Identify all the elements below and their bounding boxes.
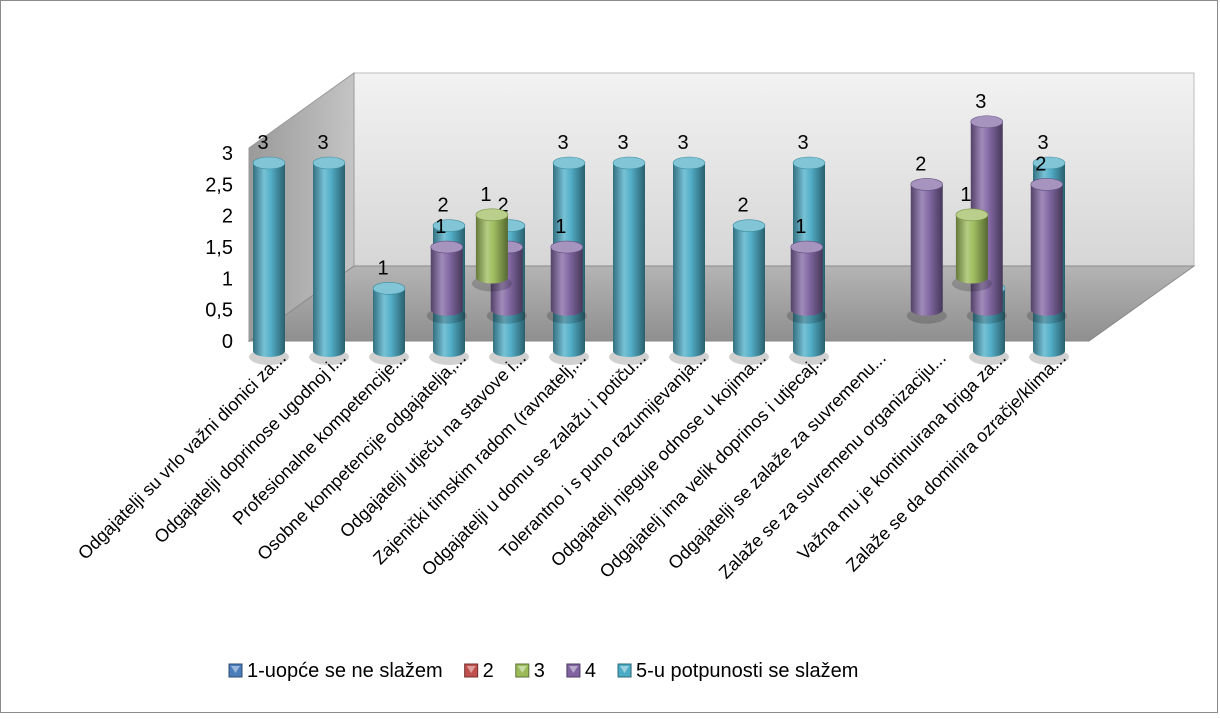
legend-label: 2 [483,660,494,682]
bar [729,219,769,365]
legend-label: 3 [534,660,545,682]
bar [471,208,512,292]
legend-item: 3 [515,660,545,682]
data-label: 3 [317,132,328,154]
legend-item: 5-u potpunosti se slažem [617,660,858,682]
x-tick-label: Zalaže se da dominira ozračje/klima... [842,348,1070,576]
data-label: 2 [915,153,926,175]
data-label: 2 [497,195,508,217]
bar [609,156,649,365]
data-label: 3 [557,132,568,154]
data-label: 2 [1035,153,1046,175]
bar [1026,178,1067,324]
bar [369,282,409,365]
data-label: 1 [555,216,566,238]
x-tick-label: Zalaže se za suvremenu organizaciju... [715,348,950,583]
data-label: 2 [737,195,748,217]
data-label: 3 [797,132,808,154]
bar [426,240,467,324]
legend-label: 4 [585,660,596,682]
bar [546,240,587,324]
bar [309,156,349,365]
bar [786,240,827,324]
legend-item: 1-uopće se ne slažem [228,660,443,682]
x-tick-label: Zajenički timskim radom (ravnatelj,... [369,348,590,569]
y-tick-label: 2,5 [205,174,233,196]
y-tick-label: 1 [222,268,233,290]
y-tick-label: 1,5 [205,237,233,259]
y-tick-label: 0,5 [205,300,233,322]
y-tick-label: 2 [222,206,233,228]
data-label: 3 [617,132,628,154]
bar [951,208,992,292]
legend-label: 1-uopće se ne slažem [247,660,443,682]
bar [249,156,289,365]
data-label: 3 [257,132,268,154]
x-tick-label: Odgajatelji se zalaže za suvremenu... [664,348,890,574]
y-tick-label: 3 [222,143,233,165]
bar [906,178,947,324]
data-label: 2 [437,195,448,217]
bar [669,156,709,365]
y-tick-label: 0 [222,331,233,353]
data-label: 1 [960,184,971,206]
x-tick-label: Odgajatelji u domu se zalažu i potiču... [418,348,650,580]
data-label: 1 [480,184,491,206]
data-label: 3 [1037,132,1048,154]
legend-item: 4 [566,660,596,682]
x-tick-label: Osobne kompetencije odgajatelja,... [253,348,470,565]
data-label: 3 [677,132,688,154]
x-tick-label: Odgajatelji su vrlo važni dionici za... [74,348,290,564]
x-tick-label: Odgajatelj njeguje odnose u kojima... [547,348,770,571]
legend-item: 2 [464,660,494,682]
x-tick-label: Odgajatelj ima velik doprinos i utjecaj.… [596,348,830,582]
data-label: 1 [795,216,806,238]
legend-label: 5-u potpunosti se slažem [636,660,858,682]
data-label: 1 [377,257,388,279]
data-label: 3 [975,91,986,113]
x-tick-label: Važna mu je kontinuirana briga za... [794,348,1010,564]
data-label: 1 [435,216,446,238]
